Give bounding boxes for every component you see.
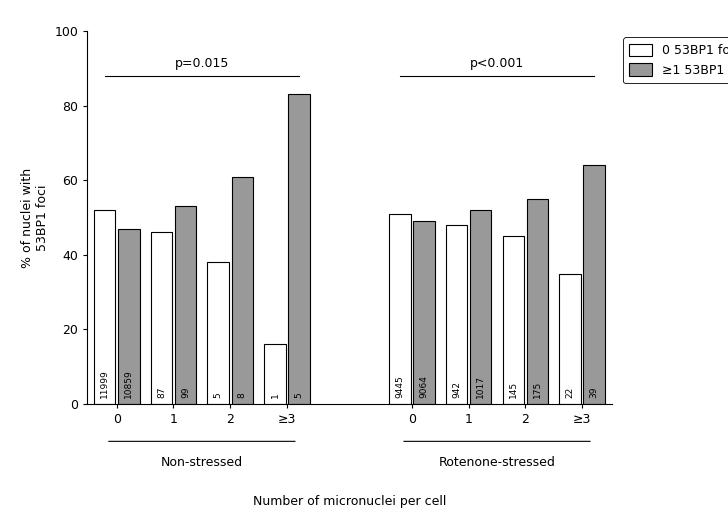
- Text: 5: 5: [295, 393, 304, 398]
- Text: 11999: 11999: [100, 370, 109, 398]
- Text: 8: 8: [238, 393, 247, 398]
- Text: 1: 1: [271, 393, 280, 398]
- Text: Number of micronuclei per cell: Number of micronuclei per cell: [253, 495, 446, 508]
- Y-axis label: % of nuclei with
53BP1 foci: % of nuclei with 53BP1 foci: [21, 167, 49, 268]
- Legend: 0 53BP1 foci, ≥1 53BP1 foci: 0 53BP1 foci, ≥1 53BP1 foci: [623, 37, 728, 83]
- Bar: [94, 210, 116, 404]
- Bar: [470, 210, 491, 404]
- Bar: [413, 221, 435, 404]
- Bar: [264, 344, 286, 404]
- Bar: [118, 229, 140, 404]
- Text: 1017: 1017: [476, 376, 485, 398]
- Text: 39: 39: [590, 387, 598, 398]
- Text: 5: 5: [214, 393, 223, 398]
- Text: 175: 175: [533, 381, 542, 398]
- Text: 22: 22: [566, 387, 574, 398]
- Bar: [526, 199, 548, 404]
- Bar: [288, 94, 310, 404]
- Text: 942: 942: [452, 381, 461, 398]
- Bar: [175, 206, 197, 404]
- Text: 99: 99: [181, 387, 190, 398]
- Text: 145: 145: [509, 381, 518, 398]
- Bar: [232, 177, 253, 404]
- Text: p=0.015: p=0.015: [175, 57, 229, 70]
- Bar: [207, 262, 229, 404]
- Bar: [389, 214, 411, 404]
- Text: 10859: 10859: [124, 370, 133, 398]
- Bar: [583, 165, 605, 404]
- Text: 87: 87: [157, 387, 166, 398]
- Bar: [502, 236, 524, 404]
- Text: p<0.001: p<0.001: [470, 57, 524, 70]
- Bar: [446, 225, 467, 404]
- Text: 9064: 9064: [419, 376, 428, 398]
- Bar: [559, 274, 581, 404]
- Text: Non-stressed: Non-stressed: [161, 456, 243, 469]
- Text: Rotenone-stressed: Rotenone-stressed: [438, 456, 555, 469]
- Text: 9445: 9445: [395, 376, 404, 398]
- Bar: [151, 233, 173, 404]
